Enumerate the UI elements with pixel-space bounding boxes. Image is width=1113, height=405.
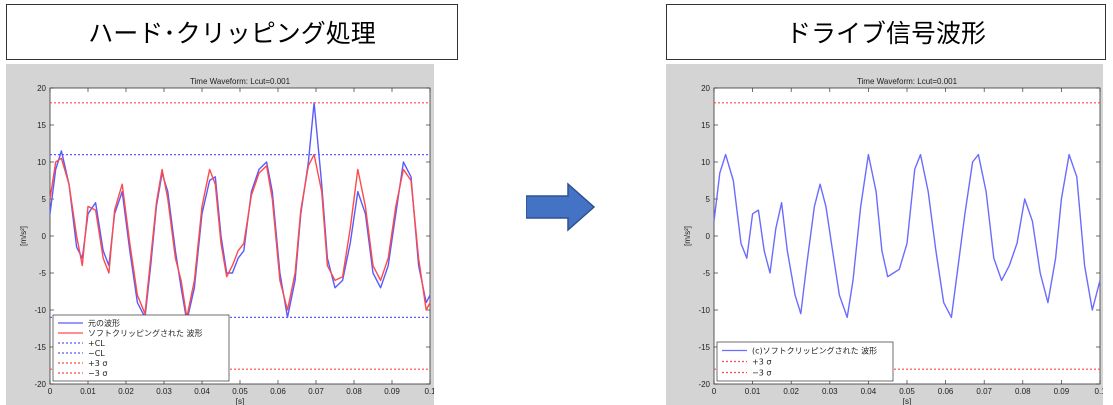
x-tick-label: 0.05 <box>232 387 248 396</box>
legend-label: +3 σ <box>752 358 771 367</box>
x-tick-label: 0.08 <box>346 387 362 396</box>
chart-title: Time Waveform: Lcut=0.001 <box>857 77 958 86</box>
x-axis-label: [s] <box>236 397 244 405</box>
legend-label: 元の波形 <box>88 318 120 328</box>
y-tick-label: 20 <box>701 84 710 93</box>
chart-title: Time Waveform: Lcut=0.001 <box>190 77 291 86</box>
legend-box <box>52 314 230 382</box>
x-tick-label: 0.09 <box>384 387 400 396</box>
y-tick-label: 15 <box>37 121 46 130</box>
x-tick-label: 0.1 <box>424 387 434 396</box>
y-tick-label: 0 <box>42 232 47 241</box>
legend-label: −CL <box>88 349 105 358</box>
x-tick-label: 0.03 <box>822 387 838 396</box>
legend-label: +CL <box>88 339 105 348</box>
right-chart-panel: Time Waveform: Lcut=0.001 -20 -15 -10 -5 0 5 10… <box>666 64 1103 405</box>
left-heading: ハード･クリッピング処理 <box>6 4 458 60</box>
x-tick-label: 0.09 <box>1054 387 1070 396</box>
y-tick-label: 20 <box>37 84 46 93</box>
y-tick-label: -15 <box>34 343 46 352</box>
x-axis-label: [s] <box>903 397 911 405</box>
plot-area <box>713 87 1101 385</box>
legend-label: (c)ソフトクリッピングされた 波形 <box>752 346 877 356</box>
right-arrow-icon <box>526 182 596 232</box>
x-tick-label: 0.02 <box>118 387 134 396</box>
y-tick-label: -10 <box>698 306 710 315</box>
y-tick-label: -5 <box>703 269 711 278</box>
y-axis-label: [m/s²] <box>683 226 692 246</box>
y-tick-label: 5 <box>706 195 711 204</box>
y-tick-label: -15 <box>698 343 710 352</box>
x-tick-label: 0.01 <box>745 387 761 396</box>
x-tick-label: 0.05 <box>899 387 915 396</box>
y-tick-label: -20 <box>698 380 710 389</box>
x-tick-label: 0 <box>712 387 717 396</box>
y-axis-label: [m/s²] <box>19 226 28 246</box>
y-tick-label: 5 <box>42 195 47 204</box>
right-chart: Time Waveform: Lcut=0.001 -20 -15 -10 -5 0 5 10… <box>683 77 1103 405</box>
x-tick-label: 0.01 <box>80 387 96 396</box>
legend-label: −3 σ <box>88 369 107 378</box>
legend-label: +3 σ <box>88 359 107 368</box>
left-chart: Time Waveform: Lcut=0.001 -20 -15 -10 -5 0 5 10… <box>19 77 434 405</box>
y-tick-label: -20 <box>34 380 46 389</box>
x-tick-label: 0.04 <box>861 387 877 396</box>
series-line <box>49 153 431 319</box>
legend-label: ソフトクリッピングされた 波形 <box>88 328 203 338</box>
series-line <box>713 153 1101 319</box>
x-tick-label: 0.07 <box>308 387 324 396</box>
x-tick-label: 0.1 <box>1094 387 1103 396</box>
x-tick-label: 0.08 <box>1015 387 1031 396</box>
left-chart-panel: Time Waveform: Lcut=0.001 -20 -15 -10 -5 0 5 10… <box>6 64 434 405</box>
x-tick-label: 0.06 <box>938 387 954 396</box>
x-tick-label: 0.06 <box>270 387 286 396</box>
x-tick-label: 0.07 <box>976 387 992 396</box>
x-tick-label: 0 <box>48 387 53 396</box>
y-tick-label: 0 <box>706 232 711 241</box>
x-tick-label: 0.04 <box>194 387 210 396</box>
y-tick-label: -5 <box>39 269 47 278</box>
y-tick-label: 10 <box>701 158 710 167</box>
x-tick-label: 0.03 <box>156 387 172 396</box>
x-tick-label: 0.02 <box>783 387 799 396</box>
y-tick-label: 15 <box>701 121 710 130</box>
y-tick-label: -10 <box>34 306 46 315</box>
y-tick-label: 10 <box>37 158 46 167</box>
legend-label: −3 σ <box>752 369 771 378</box>
right-heading: ドライブ信号波形 <box>666 4 1106 60</box>
